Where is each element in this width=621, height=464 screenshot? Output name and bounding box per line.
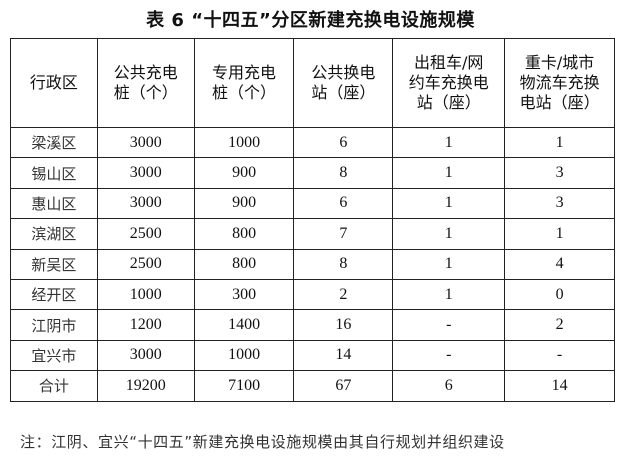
table-row: 合计 19200 7100 67 6 14 <box>10 370 615 402</box>
value-cell: 1000 <box>96 278 195 311</box>
value-cell: 1 <box>392 187 506 220</box>
value-cell: 900 <box>193 157 295 189</box>
district-cell: 经开区 <box>10 278 98 311</box>
district-cell: 宜兴市 <box>10 339 98 372</box>
value-cell: 800 <box>193 218 295 250</box>
value-cell: 1000 <box>193 339 295 372</box>
value-cell: 2 <box>293 278 394 311</box>
district-cell: 滨湖区 <box>10 218 98 250</box>
column-header: 出租车/网 约车充换电 站（座） <box>392 38 506 128</box>
table-row: 惠山区 3000 900 6 1 3 <box>10 187 615 220</box>
value-cell: 19200 <box>96 370 195 402</box>
table-title: 表 6 “十四五”分区新建充换电设施规模 <box>146 10 475 31</box>
value-cell: 1000 <box>193 126 295 159</box>
district-cell: 合计 <box>10 370 98 402</box>
column-header: 专用充电 桩（个） <box>193 38 295 128</box>
value-cell: 6 <box>293 187 394 220</box>
table-row: 滨湖区 2500 800 7 1 1 <box>10 218 615 250</box>
value-cell: 1 <box>392 248 506 280</box>
value-cell: 1 <box>392 278 506 311</box>
header-row: 行政区 公共充电 桩（个） 专用充电 桩（个） 公共换电 站（座） 出租车/网 约车充换电 站（座… <box>10 38 615 128</box>
district-cell: 惠山区 <box>10 187 98 220</box>
value-cell: 6 <box>392 370 506 402</box>
footnote: 注：江阴、宜兴“十四五”新建充换电设施规模由其自行规划并组织建设 <box>20 433 505 451</box>
value-cell: 16 <box>293 309 394 341</box>
table-row: 新吴区 2500 800 8 1 4 <box>10 248 615 280</box>
value-cell: 2500 <box>96 248 195 280</box>
value-cell: 3 <box>504 157 615 189</box>
value-cell: 1 <box>504 218 615 250</box>
value-cell: 4 <box>504 248 615 280</box>
table-row: 经开区 1000 300 2 1 0 <box>10 278 615 311</box>
value-cell: 1 <box>392 218 506 250</box>
column-header: 公共换电 站（座） <box>293 38 394 128</box>
value-cell: 3000 <box>96 187 195 220</box>
value-cell: - <box>504 339 615 372</box>
district-cell: 梁溪区 <box>10 126 98 159</box>
value-cell: 1400 <box>193 309 295 341</box>
value-cell: 800 <box>193 248 295 280</box>
table-row: 宜兴市 3000 1000 14- - <box>10 339 615 372</box>
value-cell: 14 <box>504 370 615 402</box>
value-cell: 14 <box>293 339 394 372</box>
district-cell: 江阴市 <box>10 309 98 341</box>
value-cell: 7 <box>293 218 394 250</box>
value-cell: - <box>392 339 506 372</box>
value-cell: 7100 <box>193 370 295 402</box>
value-cell: 900 <box>193 187 295 220</box>
column-header: 重卡/城市 物流车充换 电站（座） <box>504 38 615 128</box>
table-row: 锡山区 3000 900 8 1 3 <box>10 157 615 189</box>
value-cell: 8 <box>293 157 394 189</box>
value-cell: 0 <box>504 278 615 311</box>
value-cell: 2 <box>504 309 615 341</box>
facility-table: 行政区 公共充电 桩（个） 专用充电 桩（个） 公共换电 站（座） 出租车/网 约车充换电 站（座… <box>10 38 615 402</box>
district-cell: 锡山区 <box>10 157 98 189</box>
value-cell: - <box>392 309 506 341</box>
value-cell: 1 <box>392 157 506 189</box>
value-cell: 2500 <box>96 218 195 250</box>
value-cell: 8 <box>293 248 394 280</box>
value-cell: 3000 <box>96 339 195 372</box>
table-row: 梁溪区 3000 1000 6 1 1 <box>10 126 615 159</box>
table-row: 江阴市 1200 1400 16-2 <box>10 309 615 341</box>
value-cell: 3 <box>504 187 615 220</box>
value-cell: 6 <box>293 126 394 159</box>
value-cell: 67 <box>293 370 394 402</box>
column-header: 行政区 <box>10 38 98 128</box>
value-cell: 3000 <box>96 126 195 159</box>
value-cell: 1200 <box>96 309 195 341</box>
value-cell: 1 <box>504 126 615 159</box>
district-cell: 新吴区 <box>10 248 98 280</box>
value-cell: 300 <box>193 278 295 311</box>
value-cell: 3000 <box>96 157 195 189</box>
value-cell: 1 <box>392 126 506 159</box>
column-header: 公共充电 桩（个） <box>96 38 195 128</box>
